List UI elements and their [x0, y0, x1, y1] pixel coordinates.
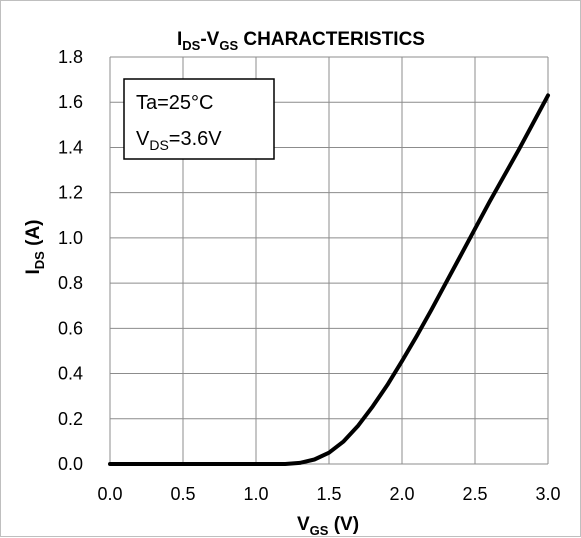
y-tick-label: 1.6 [58, 92, 83, 112]
x-tick-label: 3.0 [535, 484, 560, 504]
y-tick-label: 0.4 [58, 364, 83, 384]
y-tick-label: 0.2 [58, 409, 83, 429]
ids-curve-line [108, 93, 550, 466]
y-tick-label: 1.0 [58, 228, 83, 248]
x-tick-labels: 0.0 0.5 1.0 1.5 2.0 2.5 3.0 [97, 484, 560, 504]
x-tick-label: 0.0 [97, 484, 122, 504]
y-tick-label: 0.0 [58, 454, 83, 474]
annotation-box [123, 78, 275, 160]
x-tick-label: 2.0 [389, 484, 414, 504]
y-axis-label: IDS (A) [23, 220, 47, 275]
annotation-vds: VDS=3.6V [136, 128, 222, 153]
y-tick-label: 0.8 [58, 273, 83, 293]
y-tick-labels: 0.0 0.2 0.4 0.6 0.8 1.0 1.2 1.4 1.6 1.8 [58, 47, 83, 474]
x-tick-label: 0.5 [170, 484, 195, 504]
y-tick-label: 0.6 [58, 318, 83, 338]
y-tick-label: 1.4 [58, 137, 83, 157]
x-tick-label: 1.0 [243, 484, 268, 504]
y-tick-label: 1.8 [58, 47, 83, 67]
x-tick-label: 2.5 [462, 484, 487, 504]
x-axis-label: VGS (V) [297, 514, 359, 538]
annotation-temperature: Ta=25°C [136, 92, 214, 114]
x-tick-label: 1.5 [316, 484, 341, 504]
chart-title: IDS-VGS CHARACTERISTICS [177, 29, 425, 53]
y-tick-label: 1.2 [58, 183, 83, 203]
